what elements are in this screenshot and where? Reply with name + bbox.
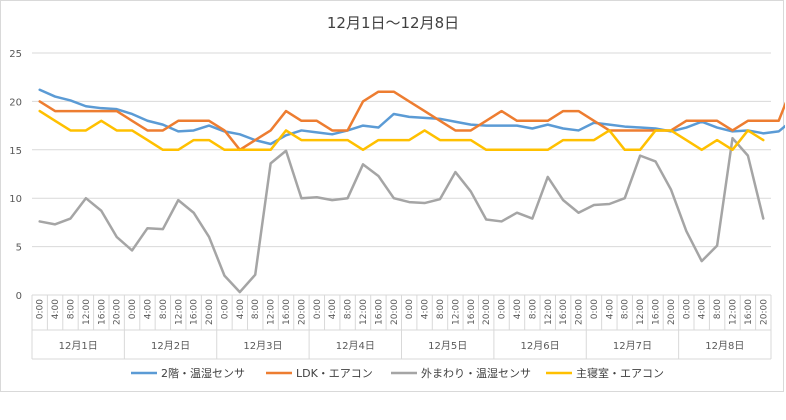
hour-tick-label: 0:00: [36, 299, 46, 319]
hour-tick-label: 20:00: [113, 299, 123, 325]
hour-tick-label: 8:00: [251, 299, 261, 319]
hour-tick-label: 0:00: [498, 299, 508, 319]
day-label: 12月1日: [59, 340, 98, 352]
day-label: 12月3日: [243, 340, 282, 352]
hour-tick-label: 4:00: [143, 299, 153, 319]
hour-tick-label: 12:00: [174, 299, 184, 325]
series-line-4: [38, 109, 765, 152]
hour-tick-label: 0:00: [313, 299, 323, 319]
day-label: 12月4日: [336, 340, 375, 352]
hour-tick-label: 0:00: [682, 299, 692, 319]
hour-tick-label: 4:00: [513, 299, 523, 319]
legend-label-4: 主寝室・エアコン: [576, 366, 664, 380]
y-tick-label: 5: [16, 243, 22, 254]
hour-tick-label: 4:00: [328, 299, 338, 319]
hour-tick-label: 12:00: [636, 299, 646, 325]
hour-tick-label: 20:00: [205, 299, 215, 325]
hour-tick-label: 20:00: [390, 299, 400, 325]
legend-label-2: LDK・エアコン: [296, 367, 373, 380]
hour-tick-label: 0:00: [220, 299, 230, 319]
hour-tick-label: 0:00: [405, 299, 415, 319]
hour-tick-label: 16:00: [374, 299, 384, 325]
hour-tick-label: 4:00: [421, 299, 431, 319]
hour-tick-label: 4:00: [51, 299, 61, 319]
hour-tick-label: 20:00: [297, 299, 307, 325]
hour-tick-label: 12:00: [544, 299, 554, 325]
chart-title: 12月1日～12月8日: [327, 14, 459, 32]
day-label: 12月7日: [613, 340, 652, 352]
hour-tick-label: 8:00: [436, 299, 446, 319]
hour-tick-label: 16:00: [282, 299, 292, 325]
hour-tick-label: 8:00: [528, 299, 538, 319]
hour-tick-label: 12:00: [729, 299, 739, 325]
hour-tick-label: 12:00: [359, 299, 369, 325]
legend-label-3: 外まわり・温湿センサ: [421, 367, 531, 380]
series-line-1: [38, 88, 786, 146]
hour-tick-label: 8:00: [159, 299, 169, 319]
hour-tick-label: 8:00: [621, 299, 631, 319]
hour-tick-label: 8:00: [344, 299, 354, 319]
hour-tick-label: 16:00: [190, 299, 200, 325]
day-label: 12月2日: [151, 340, 190, 352]
chart-frame: 12月1日～12月8日 0 5 10 15 20 25 0:00 4:00 8:00 12:00 16…: [0, 0, 786, 392]
hour-tick-label: 8:00: [66, 299, 76, 319]
hour-tick-label: 16:00: [744, 299, 754, 325]
hour-tick-label: 20:00: [759, 299, 769, 325]
series-line-3: [38, 136, 765, 294]
hour-tick-label: 20:00: [575, 299, 585, 325]
hour-tick-label: 4:00: [605, 299, 615, 319]
hour-tick-label: 16:00: [652, 299, 662, 325]
line-chart: 12月1日～12月8日 0 5 10 15 20 25 0:00 4:00 8:00 12:00 16…: [9, 14, 786, 380]
y-tick-label: 20: [9, 97, 22, 108]
day-label: 12月5日: [428, 340, 467, 352]
hour-tick-label: 16:00: [97, 299, 107, 325]
y-tick-label: 25: [9, 49, 22, 60]
hour-tick-label: 8:00: [713, 299, 723, 319]
hour-tick-label: 12:00: [82, 299, 92, 325]
hour-tick-label: 0:00: [590, 299, 600, 319]
hour-tick-label: 4:00: [236, 299, 246, 319]
hour-tick-label: 12:00: [267, 299, 277, 325]
hour-tick-label: 4:00: [698, 299, 708, 319]
hour-tick-label: 20:00: [482, 299, 492, 325]
day-label: 12月6日: [521, 340, 560, 352]
hour-tick-label: 0:00: [128, 299, 138, 319]
hour-tick-label: 16:00: [467, 299, 477, 325]
hour-tick-label: 20:00: [667, 299, 677, 325]
y-tick-label: 10: [9, 194, 22, 205]
y-tick-label: 0: [16, 291, 22, 302]
hour-tick-label: 12:00: [451, 299, 461, 325]
hour-tick-label: 16:00: [559, 299, 569, 325]
legend-label-1: 2階・温湿センサ: [161, 366, 245, 380]
y-tick-label: 15: [9, 146, 22, 157]
day-label: 12月8日: [705, 340, 744, 352]
